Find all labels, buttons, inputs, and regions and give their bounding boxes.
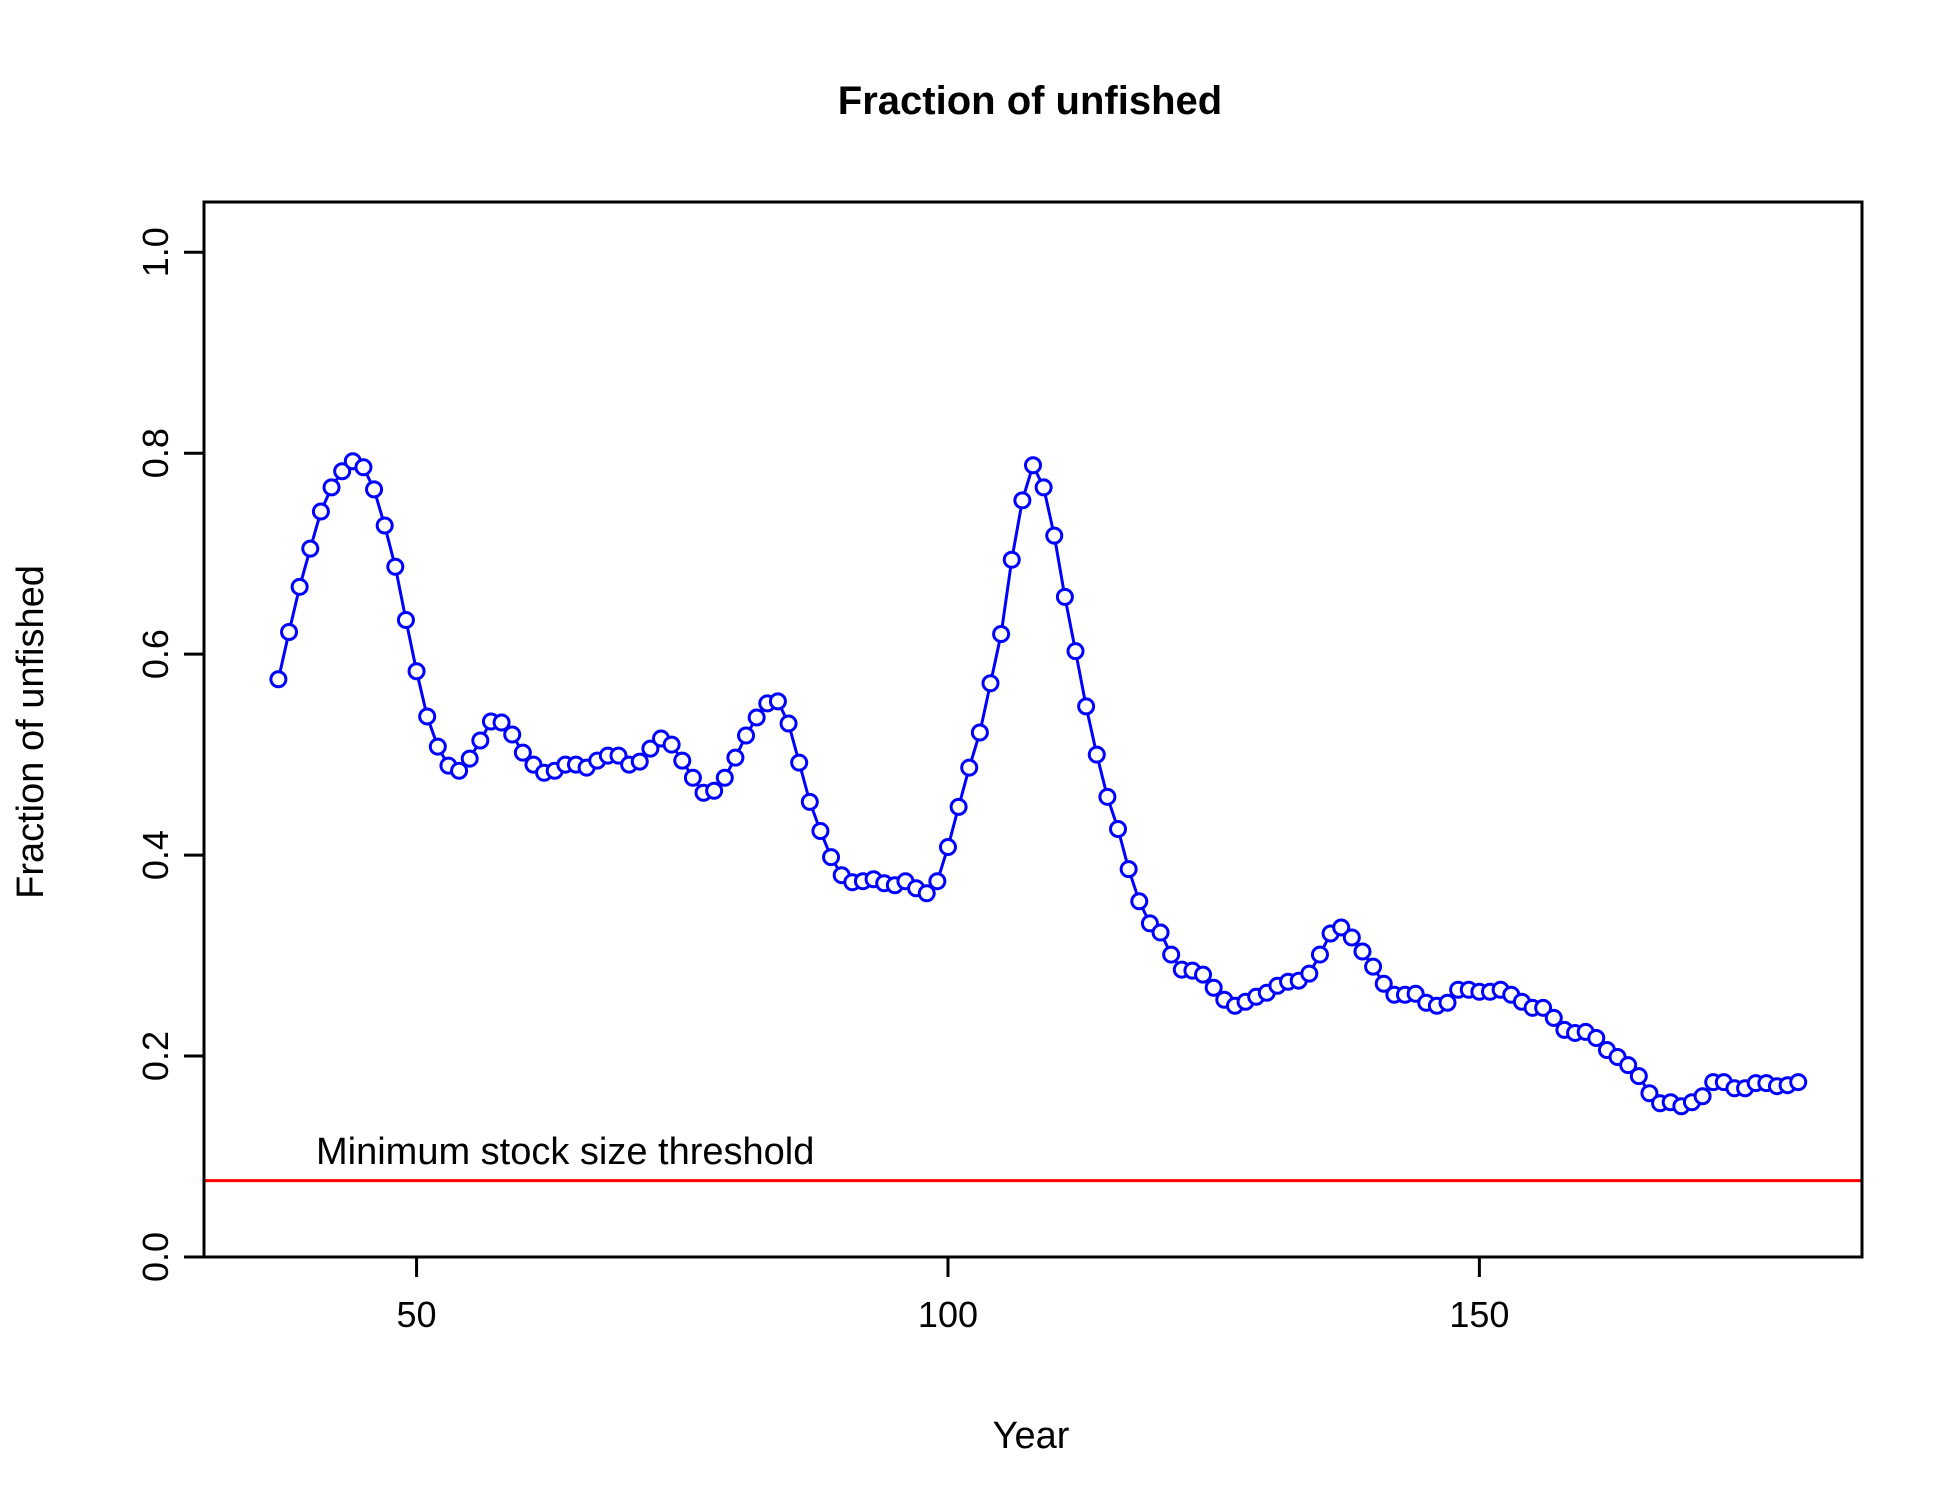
data-point [1024,456,1042,475]
y-tick-label: 0.4 [135,830,176,880]
plot-frame [202,200,1864,1259]
data-point [779,714,798,733]
data-point [418,707,437,726]
data-point [503,725,522,744]
data-point [970,723,989,742]
data-point [790,753,809,772]
data-point [1342,928,1361,947]
x-tick-label: 100 [918,1294,978,1335]
threshold-annotation: Minimum stock size threshold [316,1131,814,1173]
data-point [1364,957,1383,976]
data-point [1109,819,1128,838]
y-tick-label: 0.8 [135,428,176,478]
data-point [386,557,405,576]
data-point [1066,642,1085,661]
data-point [301,539,320,558]
data-point [992,625,1011,644]
data-point [928,872,947,891]
x-axis-label: Year [993,1415,1070,1457]
y-axis: 0.0 0.2 0.4 0.6 0.8 1.0 [135,227,206,1282]
y-tick-label: 0.6 [135,629,176,679]
data-point [662,735,681,754]
data-point [375,516,394,535]
data-point [333,462,352,481]
x-tick-label: 150 [1449,1294,1509,1335]
data-point [768,692,787,711]
data-point [492,713,511,732]
data-point [365,480,384,499]
plot-area [204,452,1862,1183]
data-point [1013,491,1032,510]
data-point [311,502,330,521]
data-point [471,731,490,750]
data-point [354,458,373,477]
data-point [1098,787,1117,806]
y-tick-label: 0.0 [135,1232,176,1282]
data-point [1045,526,1064,545]
data-point [1002,550,1021,569]
data-point [450,761,469,780]
y-tick-label: 1.0 [135,227,176,277]
data-point [1693,1087,1712,1106]
data-point [1438,993,1457,1012]
data-point [641,739,660,758]
x-tick-label: 50 [397,1294,437,1335]
data-point [1119,860,1138,879]
data-point [269,670,288,689]
data-point [981,674,1000,693]
data-point [726,748,745,767]
series-line [276,459,1799,1108]
data-point [1204,978,1223,997]
data-point [1034,478,1053,497]
data-point [917,884,936,903]
data-point [630,752,649,771]
data-point [396,610,415,629]
data-point [1194,965,1213,984]
data-point [1130,892,1149,911]
data-point [1374,974,1393,993]
data-point [822,848,841,867]
data-point [1544,1008,1563,1027]
data-point [705,781,724,800]
data-point [1587,1028,1606,1047]
data-point [460,749,479,768]
x-axis: 50 100 150 [397,1255,1509,1335]
data-point [1619,1056,1638,1075]
data-point [1077,697,1096,716]
y-tick-label: 0.2 [135,1031,176,1081]
data-point [960,758,979,777]
data-point [1162,945,1181,964]
data-point [1087,745,1106,764]
data-point [1534,998,1553,1017]
data-point [1353,942,1372,961]
data-point [1332,918,1351,937]
chart-title: Fraction of unfished [838,79,1222,123]
data-point [1300,964,1319,983]
data-point [407,662,426,681]
data-point [747,708,766,727]
data-point [811,821,830,840]
data-point [1789,1073,1808,1092]
data-point [280,623,299,642]
data-point [737,726,756,745]
data-point [1640,1084,1659,1103]
data-point [800,792,819,811]
data-point [1055,587,1074,606]
data-point [322,478,341,497]
data-point [949,797,968,816]
data-point [938,838,957,857]
data-point [673,751,692,770]
data-point [683,768,702,787]
data-point [715,768,734,787]
data-point [428,737,447,756]
data-point [1151,923,1170,942]
data-point [513,743,532,762]
data-point [1310,945,1329,964]
y-axis-label: Fraction of unfished [10,565,52,899]
data-point [1629,1067,1648,1086]
data-point [290,577,309,596]
